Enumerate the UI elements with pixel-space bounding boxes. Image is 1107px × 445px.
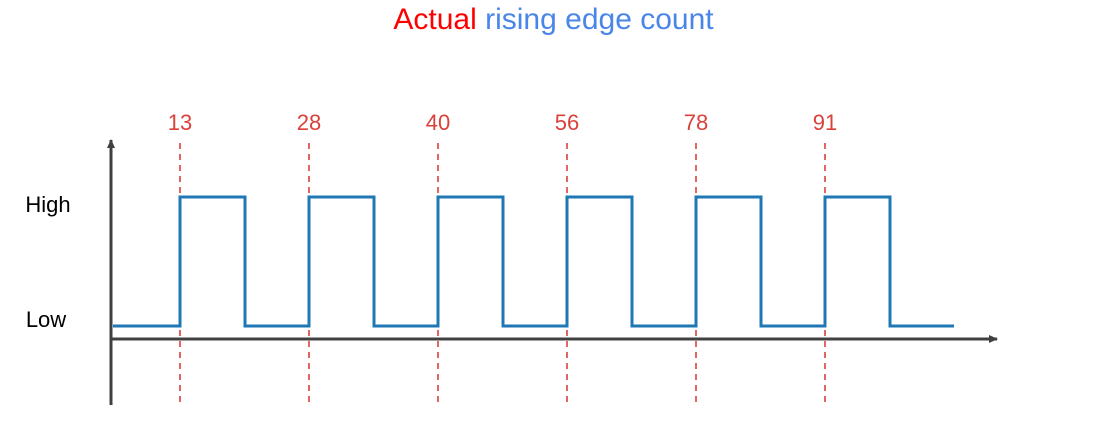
- rising-edge-label: 56: [555, 110, 579, 135]
- y-label-low: Low: [26, 307, 66, 332]
- y-label-high: High: [25, 192, 70, 217]
- title-actual: Actual: [393, 3, 477, 36]
- rising-edge-labels: 13 28 40 56 78 91: [168, 110, 837, 135]
- rising-edge-label: 28: [297, 110, 321, 135]
- rising-edge-label: 40: [426, 110, 450, 135]
- square-wave-signal: [113, 195, 954, 328]
- rising-edge-label: 91: [813, 110, 837, 135]
- title-rising-edge-count: rising edge count: [485, 3, 714, 36]
- diagram-title: Actual rising edge count: [0, 3, 1107, 37]
- rising-edge-label: 78: [684, 110, 708, 135]
- rising-edge-label: 13: [168, 110, 192, 135]
